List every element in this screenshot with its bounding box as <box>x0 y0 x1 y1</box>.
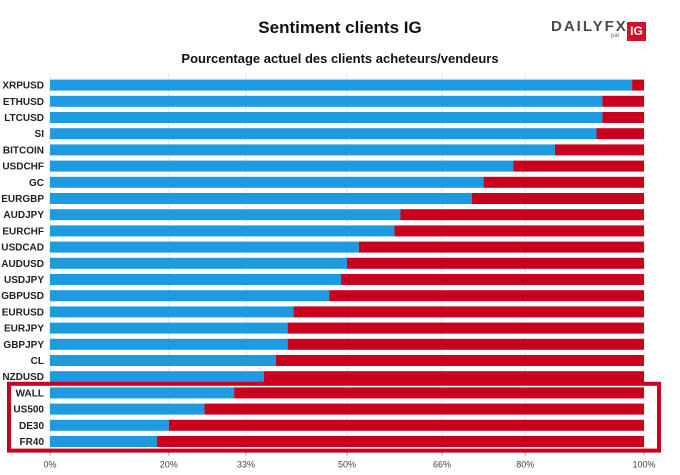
category-label-fr40: FR40 <box>20 437 45 448</box>
bar-long-de30 <box>50 419 169 431</box>
bar-short-gc <box>483 176 644 188</box>
x-tick-label-2: 33% <box>237 460 255 470</box>
bar-short-xrpusd <box>632 79 644 91</box>
bar-short-audjpy <box>400 209 644 221</box>
bar-long-gc <box>50 176 484 188</box>
logo-brand: DAILYFX <box>551 18 628 35</box>
bar-long-eurgbp <box>50 193 472 204</box>
bar-short-cl <box>275 355 644 366</box>
bar-long-usdchf <box>50 160 514 172</box>
category-label-audusd: AUDUSD <box>1 259 44 270</box>
bar-short-si <box>596 128 644 140</box>
bar-short-usdjpy <box>341 274 644 285</box>
bar-short-gbpusd <box>329 290 644 302</box>
x-tick-label-1: 20% <box>160 460 178 470</box>
bar-long-ethusd <box>50 95 603 107</box>
chart-subtitle: Pourcentage actuel des clients acheteurs… <box>181 51 499 66</box>
bar-short-ltcusd <box>602 112 644 123</box>
bar-short-eurjpy <box>287 322 644 334</box>
category-label-usdchf: USDCHF <box>2 162 44 173</box>
category-label-eurusd: EURUSD <box>2 307 44 318</box>
bar-short-nzdusd <box>263 371 644 383</box>
bar-short-fr40 <box>156 436 645 447</box>
bar-long-gbpusd <box>50 290 330 302</box>
bar-short-audusd <box>347 257 644 269</box>
category-label-nzdusd: NZDUSD <box>2 372 44 383</box>
category-label-gbpjpy: GBPJPY <box>3 340 44 351</box>
category-label-xrpusd: XRPUSD <box>2 81 44 92</box>
bar-long-si <box>50 128 597 140</box>
bar-short-eurgbp <box>471 193 644 204</box>
bar-short-gbpjpy <box>287 338 644 350</box>
category-label-ltcusd: LTCUSD <box>4 113 44 124</box>
dailyfx-logo: DAILYFX par IG <box>551 18 646 44</box>
logo-par: par <box>611 33 620 39</box>
x-tick-label-6: 100% <box>632 460 655 470</box>
category-label-eurjpy: EURJPY <box>4 324 44 335</box>
bar-short-de30 <box>168 419 645 431</box>
category-label-cl: CL <box>31 356 44 367</box>
bar-short-wall <box>234 387 644 399</box>
category-label-de30: DE30 <box>19 421 44 432</box>
bar-long-nzdusd <box>50 371 264 383</box>
category-label-wall: WALL <box>16 388 44 399</box>
category-label-us500: US500 <box>13 405 44 416</box>
bar-long-usdjpy <box>50 274 342 285</box>
category-label-bitcoin: BITCOIN <box>3 145 44 156</box>
bar-short-usdcad <box>358 241 644 253</box>
bar-long-gbpjpy <box>50 338 288 350</box>
bar-short-ethusd <box>602 95 644 107</box>
category-label-gbpusd: GBPUSD <box>1 291 44 302</box>
category-label-audjpy: AUDJPY <box>3 210 44 221</box>
category-label-ethusd: ETHUSD <box>3 97 44 108</box>
x-tick-label-4: 66% <box>433 460 451 470</box>
category-label-gc: GC <box>29 178 44 189</box>
bar-long-audjpy <box>50 209 401 221</box>
bar-long-eurjpy <box>50 322 288 334</box>
logo-ig-badge: IG <box>627 22 646 41</box>
chart-title: Sentiment clients IG <box>258 18 422 37</box>
category-label-si: SI <box>35 129 45 140</box>
category-label-usdjpy: USDJPY <box>4 275 44 286</box>
x-tick-label-3: 50% <box>338 460 356 470</box>
bar-short-us500 <box>204 403 644 415</box>
bar-long-bitcoin <box>50 144 555 156</box>
bar-long-usdcad <box>50 241 359 253</box>
x-tick-label-5: 80% <box>516 460 534 470</box>
bar-long-audusd <box>50 257 347 269</box>
bar-long-ltcusd <box>50 112 603 123</box>
bar-long-cl <box>50 355 276 366</box>
bar-short-usdchf <box>513 160 644 172</box>
category-label-usdcad: USDCAD <box>1 243 44 254</box>
bar-short-eurusd <box>293 306 644 318</box>
bar-long-eurusd <box>50 306 294 318</box>
category-label-eurgbp: EURGBP <box>1 194 44 205</box>
x-tick-label-0: 0% <box>43 460 56 470</box>
bar-long-xrpusd <box>50 79 633 91</box>
bar-long-wall <box>50 387 235 399</box>
bar-short-eurchf <box>394 225 644 237</box>
bar-long-us500 <box>50 403 205 415</box>
bar-long-eurchf <box>50 225 395 237</box>
bar-long-fr40 <box>50 436 157 447</box>
highlight-box <box>7 381 661 453</box>
category-label-eurchf: EURCHF <box>2 226 44 237</box>
bar-short-bitcoin <box>554 144 644 156</box>
